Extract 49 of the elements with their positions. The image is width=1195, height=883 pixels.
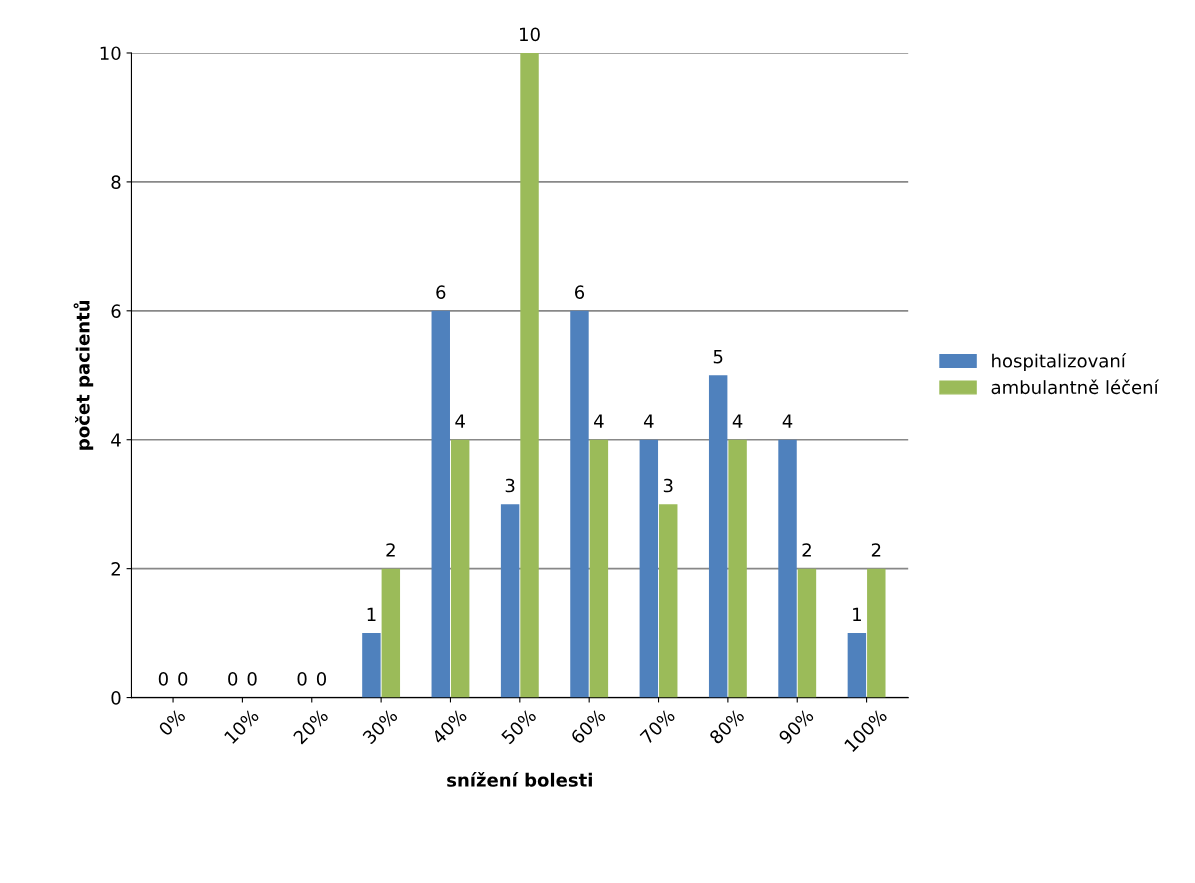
bar (450, 439, 470, 698)
y-tick-label: 4 (111, 433, 121, 447)
data-label: 1 (367, 607, 376, 622)
data-label: 4 (594, 414, 604, 428)
bar (659, 504, 678, 698)
bar (381, 568, 401, 698)
data-label: 6 (436, 285, 446, 299)
legend-label: hospitalizovaní (992, 352, 1127, 372)
x-tick-label: 0% (157, 708, 187, 737)
data-label: 3 (663, 478, 673, 493)
data-label: 2 (871, 543, 881, 557)
bar (867, 568, 886, 698)
data-label: 0 (316, 672, 327, 686)
data-label: 4 (782, 414, 793, 428)
data-label: 2 (802, 543, 811, 557)
y-tick-label: 2 (111, 562, 120, 576)
data-label: 0 (158, 672, 168, 686)
data-label: 0 (228, 672, 238, 686)
y-tick-label: 6 (111, 304, 121, 318)
data-label: 0 (178, 672, 188, 686)
bar (362, 633, 381, 698)
data-label: 5 (713, 350, 723, 364)
data-label: 6 (574, 285, 585, 299)
bar (500, 504, 520, 698)
data-label: 3 (505, 478, 515, 493)
y-tick-label: 0 (111, 691, 121, 705)
data-label: 4 (643, 414, 654, 428)
bar (431, 310, 450, 698)
x-axis-title: snížení bolesti (447, 772, 592, 787)
data-label: 4 (732, 414, 743, 428)
data-label: 10 (520, 27, 540, 42)
bar (570, 310, 589, 698)
bar (728, 439, 747, 698)
y-tick-label: 8 (111, 175, 121, 190)
bar (708, 375, 728, 698)
bar (797, 568, 817, 698)
bar (520, 52, 539, 698)
data-label: 1 (853, 607, 861, 622)
data-label: 4 (455, 414, 465, 428)
bar (847, 633, 867, 698)
bar (589, 439, 609, 698)
y-tick-label: 10 (100, 46, 121, 61)
data-label: 2 (386, 543, 395, 557)
bar (639, 439, 659, 698)
bar (778, 439, 797, 698)
y-axis-title: počet pacientů (73, 300, 94, 450)
data-label: 0 (247, 672, 257, 686)
data-label: 0 (297, 672, 307, 686)
legend-label: ambulantně léčení (991, 379, 1160, 395)
